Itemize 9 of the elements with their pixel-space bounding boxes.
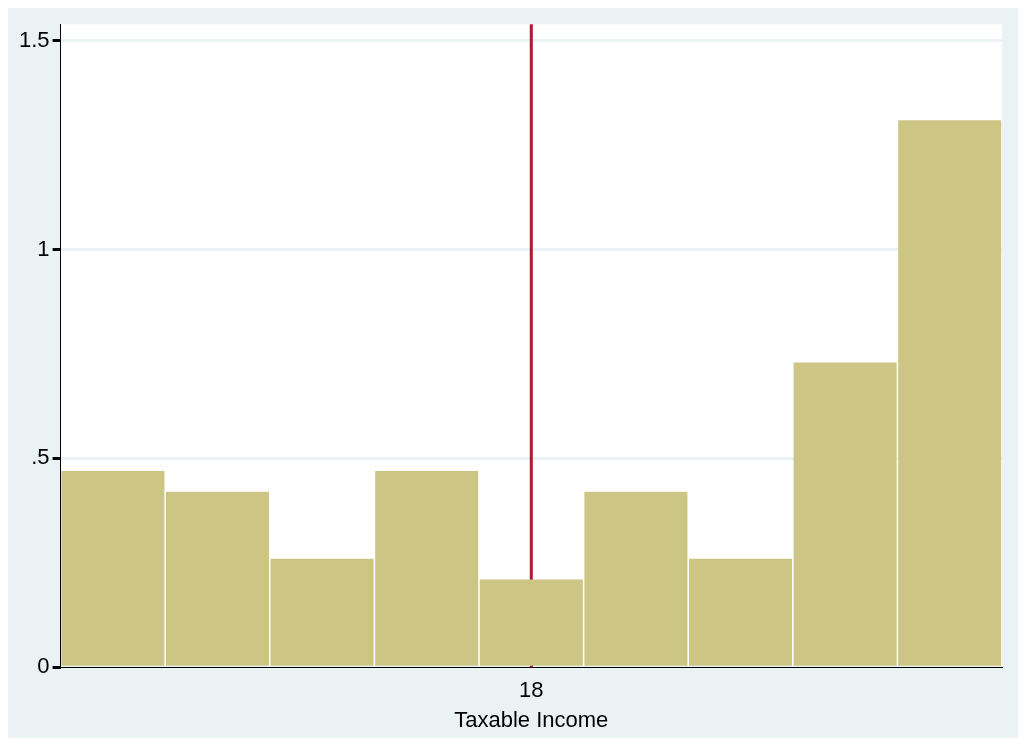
y-tick-label: 1.5 [18, 26, 50, 52]
y-tick-label: 0 [37, 653, 50, 679]
x-axis-title: Taxable Income [454, 706, 609, 732]
bar [61, 470, 165, 666]
y-tick-label: 1 [37, 235, 50, 261]
bar [165, 491, 269, 666]
y-tick-label: .5 [31, 444, 50, 470]
x-tick-label: 18 [519, 677, 544, 703]
bar [688, 558, 793, 666]
